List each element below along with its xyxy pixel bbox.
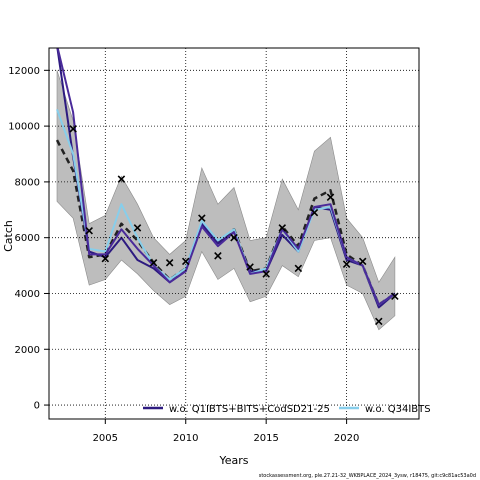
plot-content	[55, 48, 399, 331]
x-tick-label: 2015	[253, 433, 278, 444]
observation-point	[198, 214, 206, 222]
footer-text: stockassessment.org, ple.27.21-32_WKBPLA…	[259, 473, 476, 479]
x-tick-label: 2005	[93, 433, 118, 444]
observation-point	[85, 226, 93, 235]
observation-point	[391, 292, 399, 301]
observation-point	[69, 125, 77, 133]
observation-point	[294, 264, 303, 273]
observation-point	[149, 259, 158, 267]
x-tick-label: 2020	[334, 433, 359, 444]
observation-point	[214, 252, 222, 260]
series-line	[55, 139, 396, 306]
x-axis-title: Years	[218, 454, 248, 467]
y-tick-label: 4000	[15, 289, 40, 300]
legend-item: w.o. Q1IBTS+BITS+CodSD21-25	[143, 404, 330, 415]
x-tick-label: 2010	[173, 433, 198, 444]
y-tick-label: 6000	[15, 233, 40, 244]
y-axis-title: Catch	[2, 220, 15, 252]
plot-border	[48, 47, 420, 420]
legend-item: w.o. Q34IBTS	[339, 404, 431, 415]
y-tick-label: 10000	[8, 122, 40, 133]
y-tick-label: 2000	[15, 345, 40, 356]
plot-area	[49, 48, 419, 419]
observation-point	[230, 233, 238, 242]
axes: 2005 2010 2015 2020 0 2000 4000 6000 8000 10000 12…	[8, 47, 420, 444]
observation-point	[278, 224, 287, 232]
observation-point	[375, 317, 383, 326]
observation-point	[310, 208, 319, 217]
legend: w.o. Q1IBTS+BITS+CodSD21-25 w.o. Q34IBTS	[143, 404, 431, 415]
observation-point	[133, 224, 142, 232]
observation-point	[117, 175, 126, 183]
legend-label: w.o. Q1IBTS+BITS+CodSD21-25	[169, 404, 330, 415]
observation-point	[165, 259, 174, 267]
observation-point	[326, 193, 335, 202]
observation-point	[358, 257, 367, 266]
y-tick-label: 8000	[15, 177, 40, 188]
legend-label: w.o. Q34IBTS	[365, 404, 431, 415]
y-tick-label: 12000	[8, 66, 40, 77]
confidence-band	[56, 70, 396, 331]
observation-point	[246, 263, 254, 271]
series-line	[56, 48, 396, 306]
y-tick-label: 0	[34, 401, 40, 412]
